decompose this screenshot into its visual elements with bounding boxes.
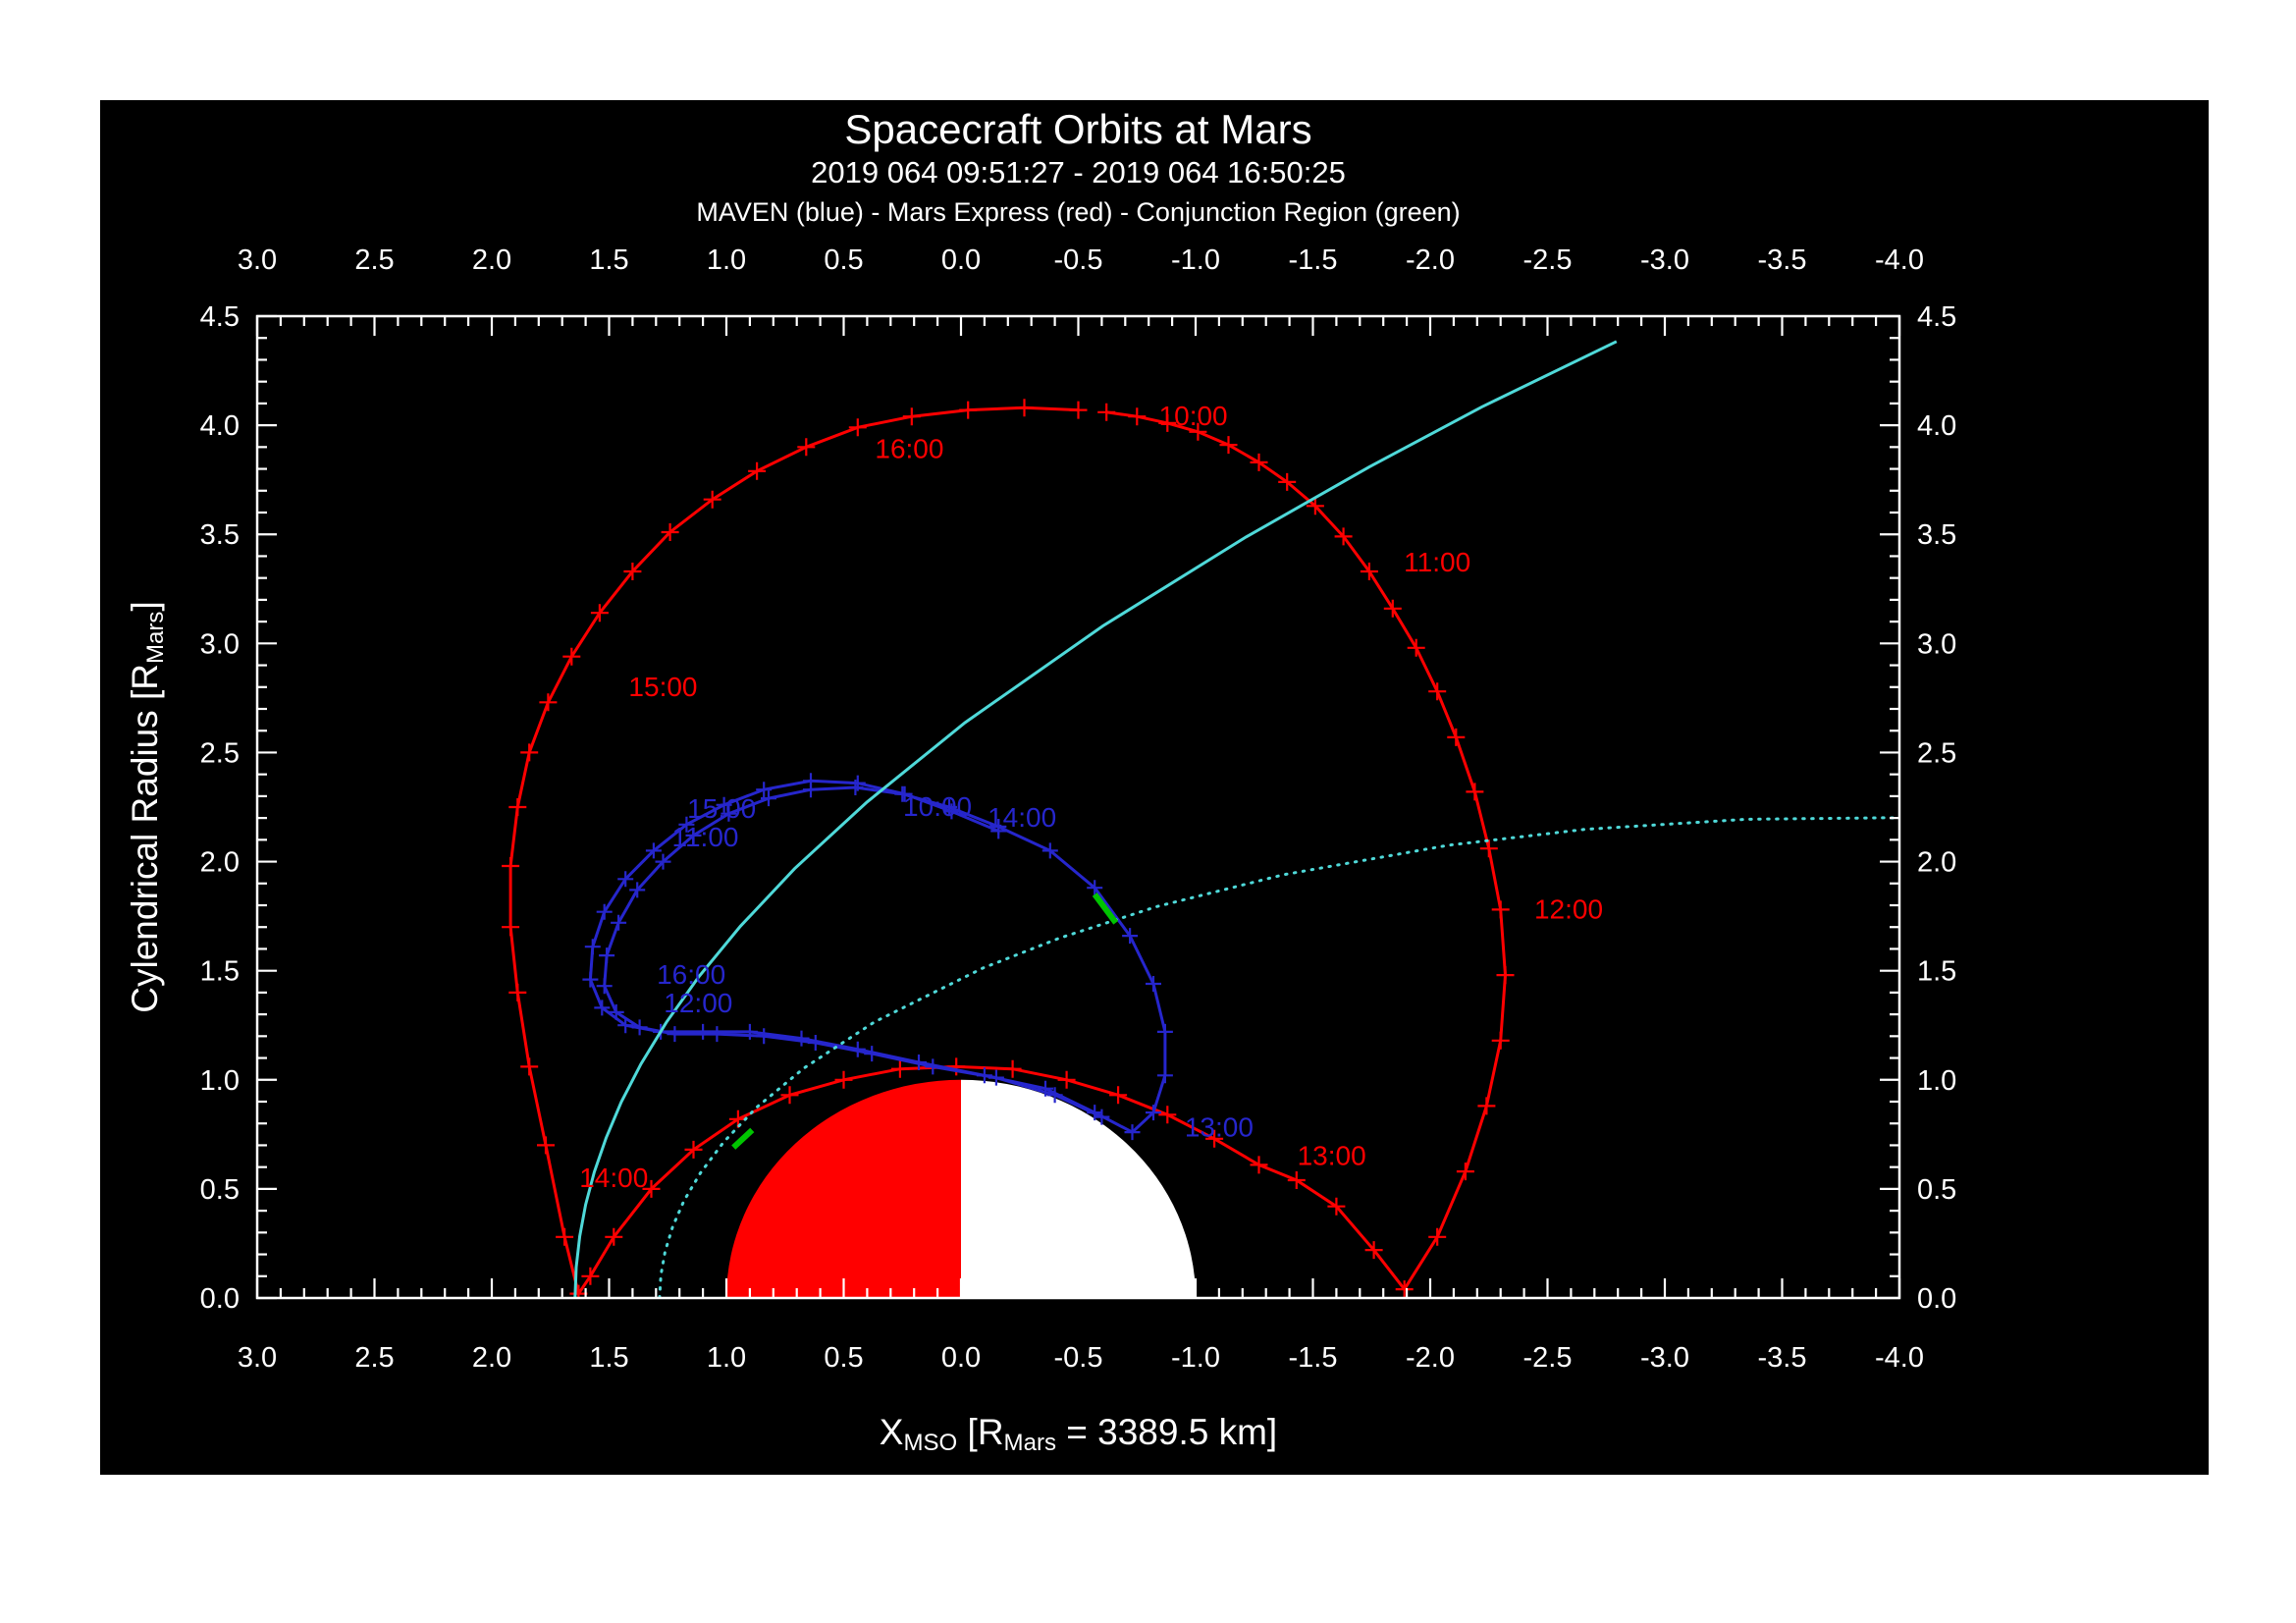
chart-title: Spacecraft Orbits at Mars — [844, 106, 1312, 152]
y-tick-label-right: 0.0 — [1917, 1283, 1956, 1315]
x-tick-label-bottom: -1.0 — [1171, 1342, 1220, 1374]
x-tick-label-bottom: 1.5 — [589, 1342, 628, 1374]
conjunction-path — [731, 1127, 755, 1150]
y-tick-label-left: 2.5 — [200, 737, 240, 769]
y-tick-label-right: 3.0 — [1917, 628, 1956, 660]
x-tick-label-top: -2.0 — [1406, 244, 1455, 276]
maven-markers — [596, 780, 1110, 1125]
x-tick-label-top: 1.5 — [589, 244, 628, 276]
x-tick-label-top: -3.5 — [1758, 244, 1807, 276]
x-tick-label-top: 0.5 — [824, 244, 863, 276]
y-tick-label-right: 1.5 — [1917, 956, 1956, 988]
maven-time-label: 10:00 — [903, 791, 972, 822]
y-tick-label-right: 4.5 — [1917, 301, 1956, 333]
mex-time-label: 16:00 — [875, 434, 943, 464]
x-tick-label-top: 0.0 — [941, 244, 981, 276]
orbit-time-labels: 10:00 11:00 12:00 13:00 14:00 15:00 16:00 10:00… — [579, 401, 1603, 1193]
mex-time-label: 12:00 — [1534, 893, 1603, 924]
x-tick-label-bottom: 3.0 — [238, 1342, 277, 1374]
y-tick-label-left: 3.0 — [200, 628, 240, 660]
maven-time-label: 13:00 — [1185, 1112, 1254, 1143]
x-tick-label-bottom: -1.5 — [1289, 1342, 1338, 1374]
x-tick-label-top: -3.0 — [1640, 244, 1689, 276]
x-tick-label-bottom: -4.0 — [1875, 1342, 1924, 1374]
mex-time-label: 15:00 — [628, 672, 697, 702]
x-tick-label-top: 1.0 — [707, 244, 746, 276]
bow-shock-path — [573, 340, 1618, 1298]
y-tick-label-left: 0.5 — [200, 1174, 240, 1206]
x-tick-label-bottom: -3.5 — [1758, 1342, 1807, 1374]
y-tick-label-right: 3.5 — [1917, 519, 1956, 551]
axis-ticks — [255, 314, 1901, 1300]
x-tick-label-bottom: 2.5 — [354, 1342, 394, 1374]
plot-area — [502, 340, 1899, 1298]
y-tick-label-right: 2.5 — [1917, 737, 1956, 769]
x-tick-label-top: 3.0 — [238, 244, 277, 276]
x-tick-label-bottom: -2.5 — [1523, 1342, 1573, 1374]
subscript: Mars — [142, 611, 170, 664]
y-tick-label-left: 4.0 — [200, 410, 240, 442]
mex-time-label: 14:00 — [579, 1163, 648, 1193]
x-axis-label: XMSO [RMars = 3389.5 km] — [879, 1412, 1278, 1457]
x-tick-label-bottom: -3.0 — [1640, 1342, 1689, 1374]
maven-time-label: 11:00 — [671, 822, 738, 852]
x-tick-label-top: -4.0 — [1875, 244, 1924, 276]
axis-tick-labels: 3.0 3.0 2.5 2.5 2.0 2.0 1.5 1.5 1.0 1.0 0.5 0.5 0.0 0… — [200, 244, 1957, 1374]
mex-time-label: 11:00 — [1404, 547, 1470, 577]
y-tick-label-right: 1.0 — [1917, 1065, 1956, 1097]
y-tick-label-right: 0.5 — [1917, 1174, 1956, 1206]
x-tick-label-top: -0.5 — [1054, 244, 1103, 276]
x-tick-label-top: 2.0 — [472, 244, 511, 276]
x-tick-label-top: -1.0 — [1171, 244, 1220, 276]
maven-time-label: 14:00 — [988, 802, 1056, 833]
x-tick-label-top: 2.5 — [354, 244, 394, 276]
x-tick-label-bottom: 0.5 — [824, 1342, 863, 1374]
mex-time-label: 10:00 — [1159, 401, 1228, 431]
maven-time-label: 16:00 — [657, 959, 725, 990]
maven-time-label: 12:00 — [664, 988, 732, 1018]
maven-time-label: 15:00 — [687, 793, 756, 824]
x-tick-label-bottom: 2.0 — [472, 1342, 511, 1374]
x-tick-label-top: -1.5 — [1289, 244, 1338, 276]
y-tick-label-right: 4.0 — [1917, 410, 1956, 442]
y-axis-label: Cylendrical Radius [RMars] — [124, 601, 170, 1013]
y-tick-label-left: 2.0 — [200, 847, 240, 879]
y-tick-label-left: 3.5 — [200, 519, 240, 551]
y-tick-label-right: 2.0 — [1917, 847, 1956, 879]
x-tick-label-bottom: -0.5 — [1054, 1342, 1103, 1374]
y-tick-label-left: 1.0 — [200, 1065, 240, 1097]
mpb-path — [658, 816, 1899, 1298]
x-tick-label-bottom: 0.0 — [941, 1342, 981, 1374]
x-tick-label-bottom: -2.0 — [1406, 1342, 1455, 1374]
mars-dayside — [726, 1079, 961, 1298]
chart-subtitle: 2019 064 09:51:27 - 2019 064 16:50:25 — [811, 155, 1346, 189]
subscript: MSO — [903, 1430, 958, 1457]
mex-markers — [502, 399, 1515, 1298]
conjunction-path — [1092, 893, 1119, 925]
mex-time-label: 13:00 — [1298, 1141, 1366, 1171]
chart-legend: MAVEN (blue) - Mars Express (red) - Conj… — [696, 197, 1461, 227]
x-tick-label-top: -2.5 — [1523, 244, 1573, 276]
y-tick-label-left: 4.5 — [200, 301, 240, 333]
y-tick-label-left: 1.5 — [200, 956, 240, 988]
subscript: Mars — [1003, 1430, 1056, 1457]
mars-nightside — [961, 1079, 1196, 1298]
x-tick-label-bottom: 1.0 — [707, 1342, 746, 1374]
y-tick-label-left: 0.0 — [200, 1283, 240, 1315]
